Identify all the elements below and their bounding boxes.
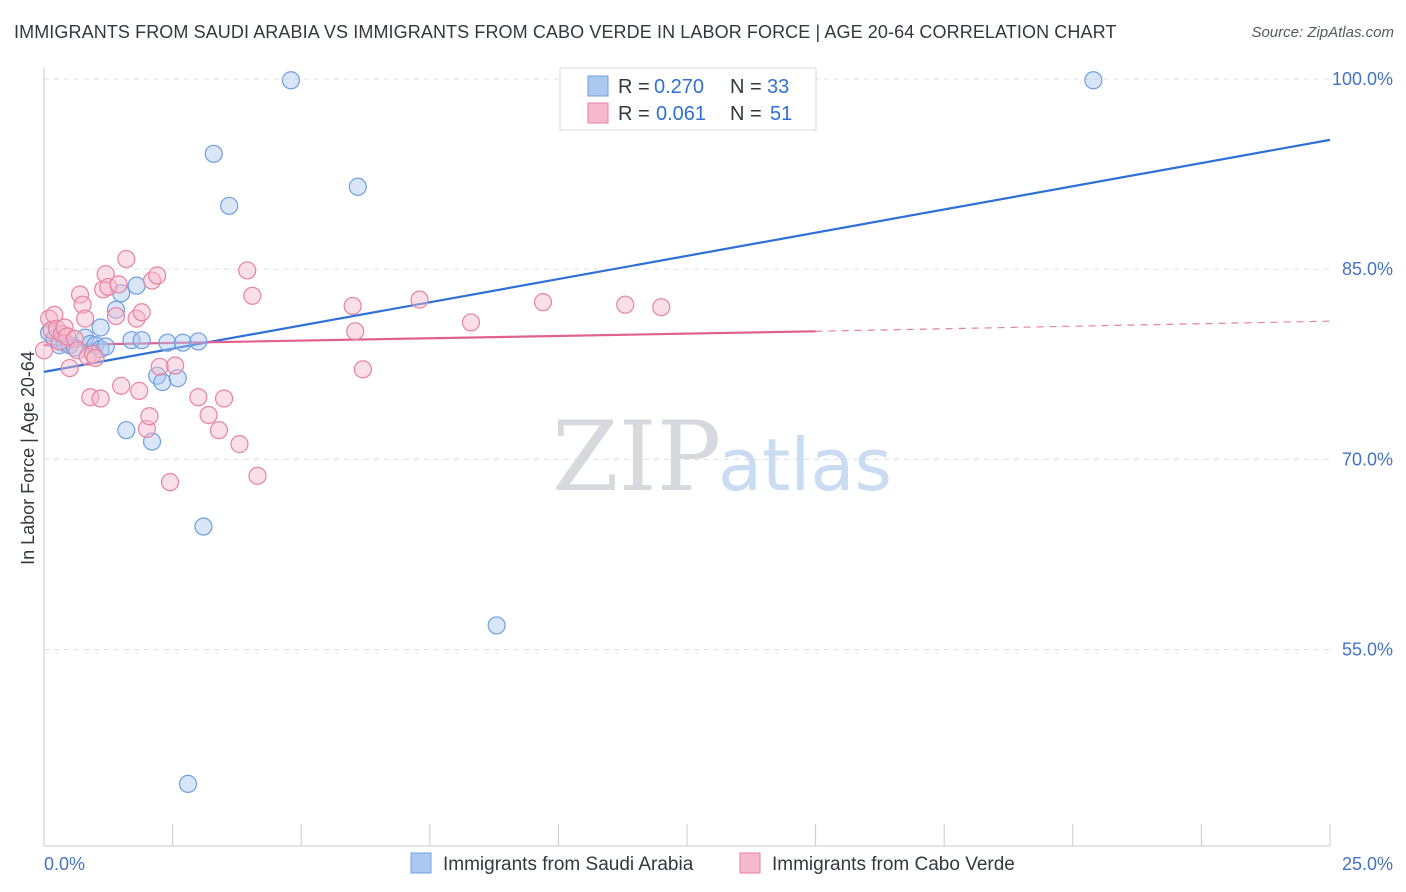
cabo-verde-point-51 bbox=[616, 295, 635, 314]
cabo-verde-point-36 bbox=[166, 356, 185, 375]
cabo-verde-point-11 bbox=[68, 341, 87, 360]
y-tick-label-3: 55.0% bbox=[1342, 640, 1393, 660]
watermark: ZIP atlas bbox=[552, 401, 892, 513]
y-tick-label-0: 100.0% bbox=[1332, 69, 1393, 89]
saudi-arabia-point-13 bbox=[117, 421, 136, 440]
cabo-verde-point-18 bbox=[86, 348, 105, 368]
x-tick-label-max: 25.0% bbox=[1342, 854, 1393, 874]
saudi-arabia-point-26 bbox=[204, 144, 223, 163]
cabo-verde-point-23 bbox=[106, 306, 126, 326]
cabo-verde-point-37 bbox=[189, 388, 208, 407]
cabo-verde-point-46 bbox=[346, 322, 365, 341]
correlation-legend: R = 0.270 N = 33 R = 0.061 N = 51 bbox=[559, 67, 817, 131]
y-tick-labels: 100.0% 85.0% 70.0% 55.0% bbox=[1332, 69, 1393, 659]
cabo-verde-point-42 bbox=[238, 261, 257, 280]
saudi-arabia-point-24 bbox=[189, 332, 208, 351]
legend-n-value-blue: 33 bbox=[767, 76, 789, 98]
cabo-verde-point-52 bbox=[652, 298, 671, 317]
cabo-verde-point-43 bbox=[243, 286, 262, 305]
series-legend: Immigrants from Saudi Arabia Immigrants … bbox=[410, 852, 1015, 875]
saudi-arabia-point-30 bbox=[487, 616, 506, 635]
cabo-verde-point-33 bbox=[148, 266, 167, 285]
saudi-arabia-point-22 bbox=[173, 333, 192, 352]
saudi-arabia-point-11 bbox=[106, 300, 126, 319]
legend-n-label-blue: N = bbox=[730, 76, 762, 98]
y-tick-label-1: 85.0% bbox=[1342, 259, 1393, 279]
cabo-verde-point-26 bbox=[117, 249, 136, 269]
gridlines bbox=[44, 78, 1330, 650]
saudi-arabia-point-15 bbox=[127, 276, 146, 295]
bottom-legend-swatch-pink bbox=[739, 852, 761, 874]
chart-title: IMMIGRANTS FROM SAUDI ARABIA VS IMMIGRAN… bbox=[14, 22, 1117, 42]
legend-n-label-pink: N = bbox=[730, 103, 762, 125]
cabo-verde-point-32 bbox=[142, 271, 162, 290]
legend-r-label-blue: R = bbox=[618, 76, 650, 98]
saudi-arabia-point-23 bbox=[178, 774, 198, 793]
cabo-verde-point-49 bbox=[461, 313, 481, 332]
y-tick-label-2: 70.0% bbox=[1342, 449, 1393, 469]
source-credit: Source: ZipAtlas.com bbox=[1251, 24, 1394, 41]
cabo-verde-point-45 bbox=[343, 296, 362, 316]
trend-lines bbox=[43, 138, 1331, 373]
cabo-verde-point-13 bbox=[73, 295, 92, 314]
trend-line-saudi-arabia bbox=[43, 138, 1331, 373]
cabo-verde-point-39 bbox=[209, 421, 228, 440]
cabo-verde-point-14 bbox=[76, 309, 95, 328]
trend-line-cabo-verde-extension bbox=[815, 320, 1331, 332]
cabo-verde-point-15 bbox=[78, 347, 97, 366]
cabo-verde-point-29 bbox=[132, 303, 151, 322]
watermark-atlas: atlas bbox=[718, 423, 892, 507]
watermark-zip: ZIP bbox=[552, 401, 721, 513]
saudi-arabia-point-14 bbox=[122, 331, 141, 350]
x-axis-ticks bbox=[172, 824, 1331, 846]
saudi-arabia-point-27 bbox=[220, 196, 239, 215]
saudi-arabia-point-28 bbox=[281, 71, 301, 90]
legend-swatch-pink bbox=[587, 102, 609, 124]
saudi-arabia-point-29 bbox=[348, 177, 367, 196]
saudi-arabia-point-25 bbox=[194, 517, 213, 536]
cabo-verde-point-24 bbox=[109, 275, 128, 294]
cabo-verde-point-28 bbox=[130, 381, 149, 400]
series-cabo-verde-points bbox=[34, 249, 671, 492]
trend-line-cabo-verde bbox=[43, 330, 816, 347]
cabo-verde-point-35 bbox=[160, 473, 180, 492]
cabo-verde-point-41 bbox=[230, 435, 249, 454]
cabo-verde-point-9 bbox=[60, 358, 79, 378]
saudi-arabia-point-19 bbox=[153, 372, 172, 392]
cabo-verde-point-19 bbox=[91, 389, 110, 408]
cabo-verde-point-25 bbox=[112, 376, 131, 395]
cabo-verde-point-3 bbox=[45, 305, 64, 324]
saudi-arabia-point-16 bbox=[132, 331, 151, 350]
saudi-arabia-point-32 bbox=[91, 318, 110, 337]
legend-r-value-blue: 0.270 bbox=[654, 76, 704, 98]
saudi-arabia-point-20 bbox=[158, 333, 177, 352]
cabo-verde-point-47 bbox=[353, 360, 373, 379]
legend-r-label-pink: R = bbox=[618, 103, 650, 125]
cabo-verde-point-34 bbox=[150, 357, 169, 376]
saudi-arabia-point-31 bbox=[1084, 71, 1103, 90]
bottom-legend-label-saudi-arabia: Immigrants from Saudi Arabia bbox=[443, 854, 694, 875]
legend-swatch-blue bbox=[587, 75, 609, 97]
x-tick-label-min: 0.0% bbox=[44, 854, 85, 874]
legend-r-value-pink: 0.061 bbox=[656, 103, 706, 125]
y-axis-title: In Labor Force | Age 20-64 bbox=[18, 351, 38, 565]
cabo-verde-point-10 bbox=[65, 329, 84, 349]
cabo-verde-point-48 bbox=[410, 290, 429, 309]
cabo-verde-point-44 bbox=[248, 466, 267, 485]
legend-n-value-pink: 51 bbox=[770, 103, 792, 125]
cabo-verde-point-38 bbox=[199, 405, 218, 425]
cabo-verde-point-40 bbox=[214, 389, 234, 408]
bottom-legend-swatch-blue bbox=[410, 852, 432, 874]
bottom-legend-label-cabo-verde: Immigrants from Cabo Verde bbox=[772, 854, 1015, 875]
cabo-verde-point-31 bbox=[140, 407, 159, 426]
cabo-verde-point-0 bbox=[34, 341, 54, 360]
cabo-verde-point-50 bbox=[533, 293, 553, 312]
